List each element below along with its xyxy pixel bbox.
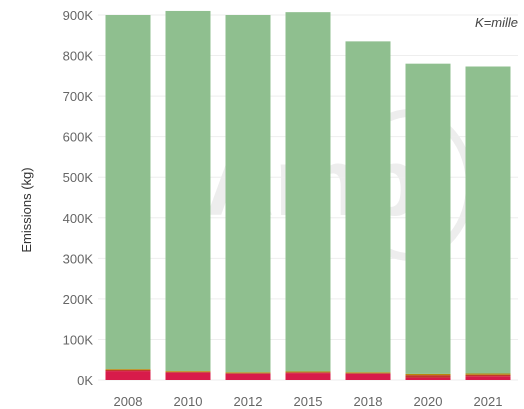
x-tick-label: 2021 — [474, 394, 503, 409]
bar-segment — [405, 377, 451, 380]
y-tick-label: 0K — [77, 373, 93, 388]
bar-segment — [405, 63, 451, 374]
bar-segment — [225, 373, 271, 380]
bar-segment — [345, 373, 391, 374]
y-tick-label: 100K — [63, 332, 94, 347]
y-tick-label: 700K — [63, 89, 94, 104]
bar-segment — [405, 373, 451, 376]
y-tick-label: 400K — [63, 211, 94, 226]
x-tick-label: 2020 — [414, 394, 443, 409]
y-tick-label: 600K — [63, 130, 94, 145]
bar-segment — [285, 12, 331, 372]
bar-segment — [345, 41, 391, 373]
bar-segment — [465, 373, 511, 375]
bar-segment — [225, 373, 271, 374]
bar-segment — [405, 375, 451, 378]
bar-segment — [165, 371, 211, 373]
bar-segment — [165, 371, 211, 372]
bar-segment — [105, 369, 151, 370]
x-axis: 2008 2010 2012 2015 2018 2020 2021 — [114, 394, 503, 409]
bar-segment — [285, 373, 331, 380]
y-tick-label: 800K — [63, 49, 94, 64]
bar-segment — [165, 372, 211, 380]
bar-segment — [345, 372, 391, 374]
bar-segment — [105, 369, 151, 372]
bar-segment — [165, 10, 211, 372]
x-tick-label: 2018 — [354, 394, 383, 409]
x-tick-label: 2010 — [174, 394, 203, 409]
bars — [105, 10, 511, 380]
bar-segment — [285, 372, 331, 374]
bar-segment — [225, 372, 271, 374]
bar-segment — [465, 374, 511, 377]
bar-segment — [225, 15, 271, 373]
bar-segment — [105, 371, 151, 380]
bar-segment — [465, 66, 511, 374]
scale-note: K=mille — [475, 15, 518, 30]
y-tick-label: 200K — [63, 292, 94, 307]
y-axis: 0K 100K 200K 300K 400K 500K 600K 700K 800K 900K — [63, 8, 94, 388]
bar-segment — [105, 15, 151, 370]
x-tick-label: 2008 — [114, 394, 143, 409]
x-tick-label: 2012 — [234, 394, 263, 409]
y-axis-title: Emissions (kg) — [19, 167, 34, 252]
x-tick-label: 2015 — [294, 394, 323, 409]
bar-segment — [465, 376, 511, 380]
y-tick-label: 300K — [63, 251, 94, 266]
bar-segment — [345, 373, 391, 380]
bar-segment — [285, 371, 331, 373]
y-tick-label: 900K — [63, 8, 94, 23]
y-tick-label: 500K — [63, 170, 94, 185]
